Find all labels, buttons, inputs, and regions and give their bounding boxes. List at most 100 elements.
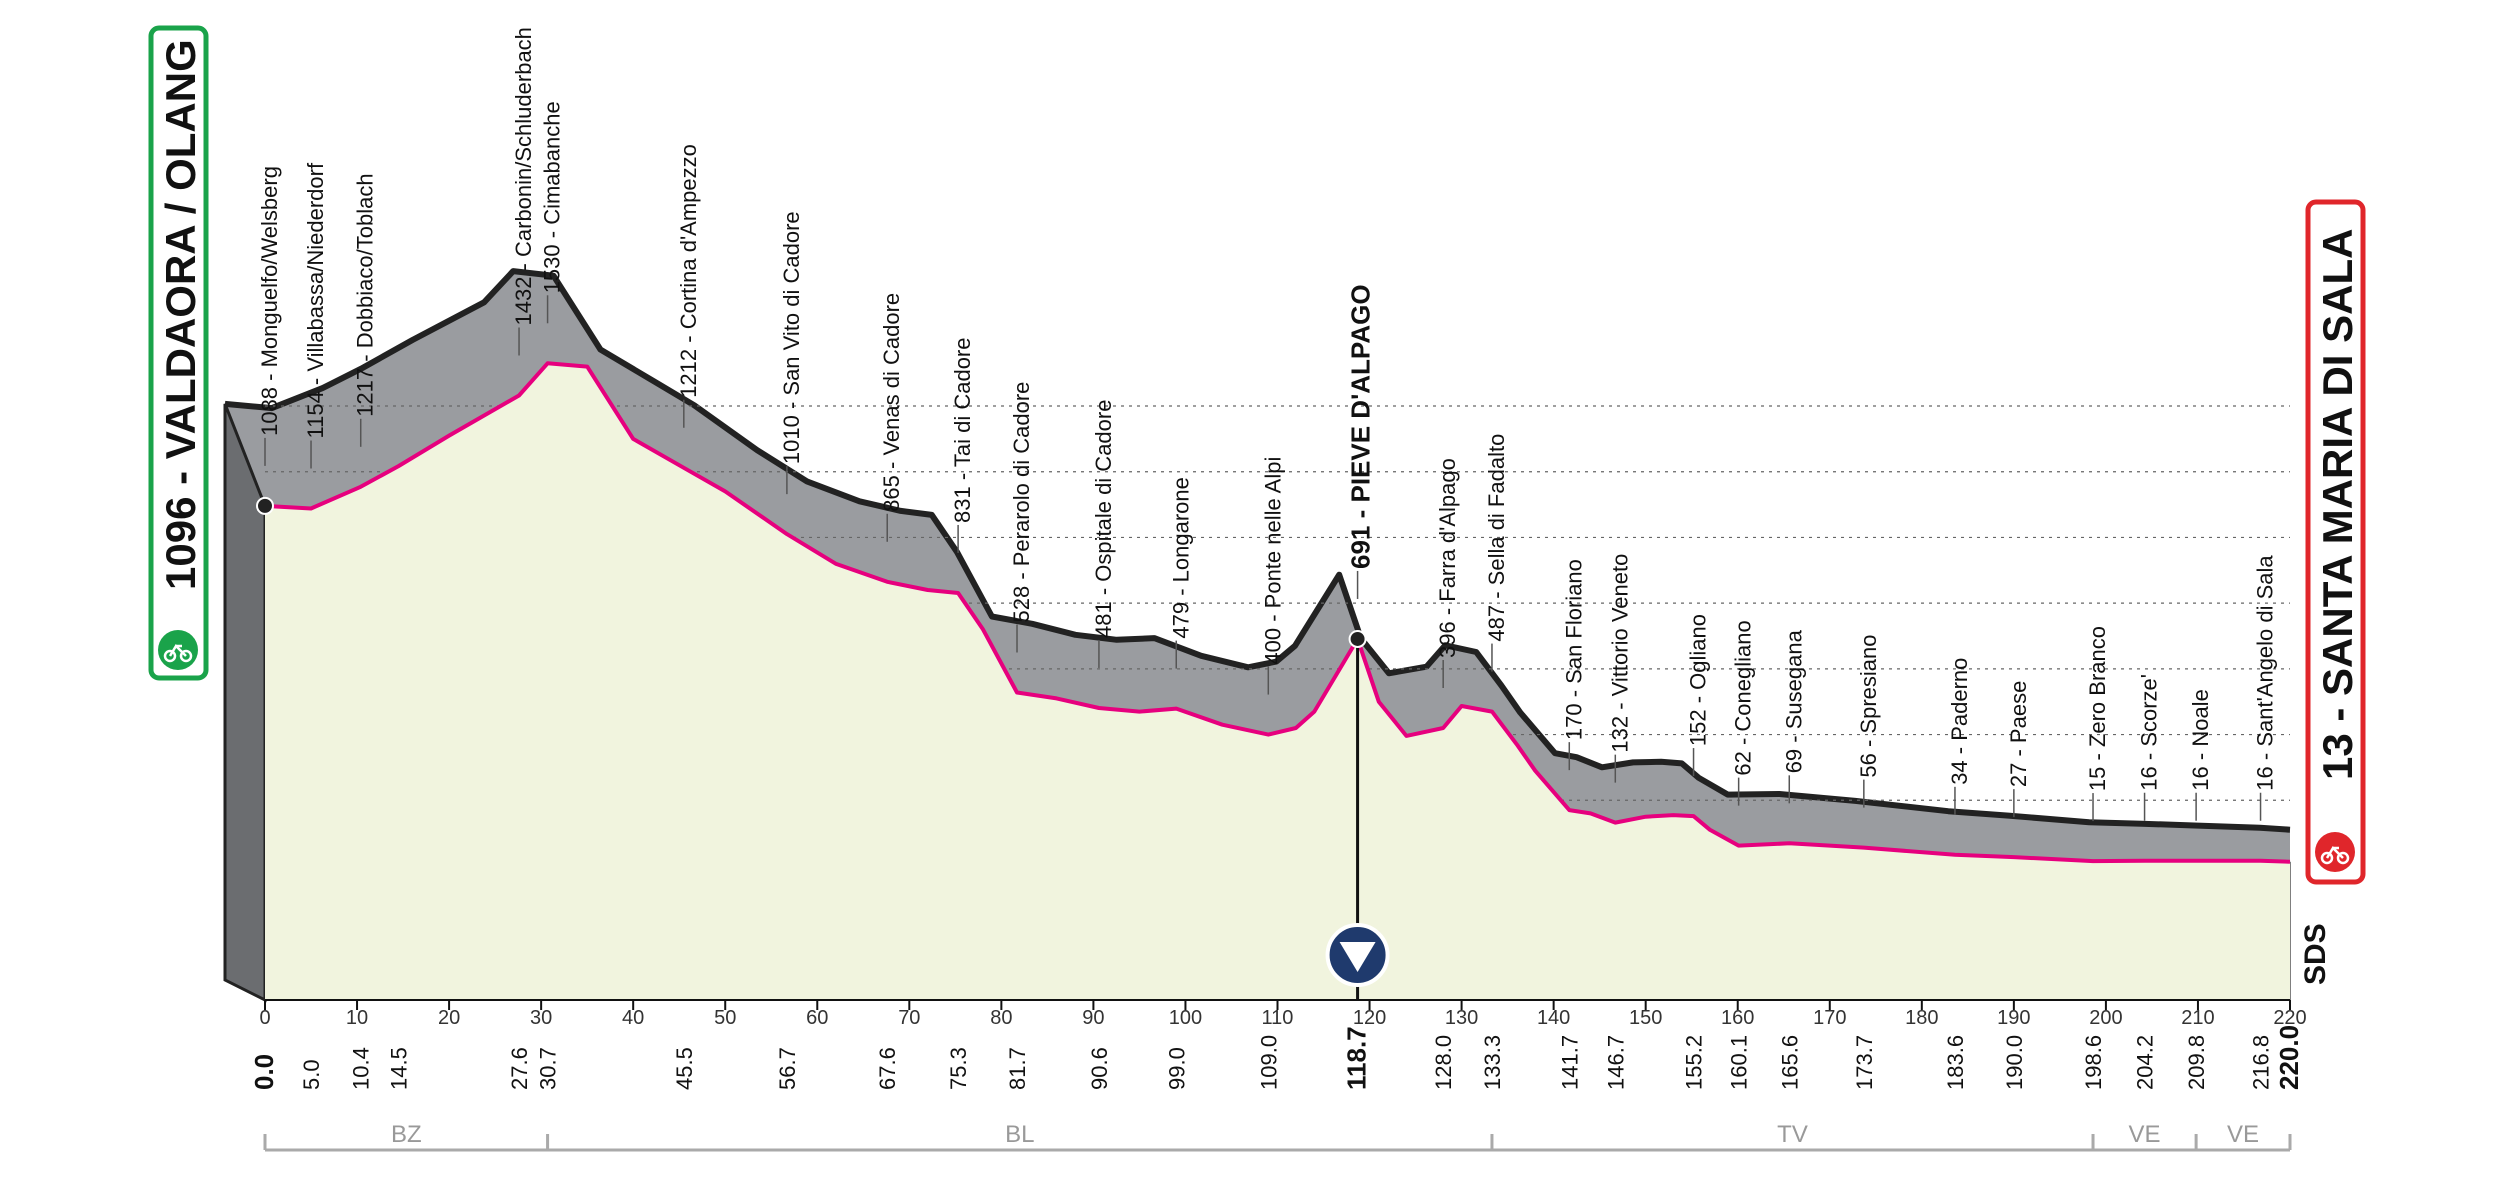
province-label: TV: [1777, 1121, 1808, 1148]
km-point-label: 165.6: [1777, 1035, 1802, 1090]
locality-label: 1154 - Villabassa/Niederdorf: [303, 162, 328, 438]
relief-side: [223, 403, 267, 1003]
relief-ridge: [224, 268, 2291, 833]
km-point-label: 30.7: [536, 1047, 561, 1090]
x-tick-label: 50: [714, 1007, 736, 1029]
brand-logo: SDS: [2299, 923, 2332, 985]
start-dot: [256, 496, 274, 515]
km-point-label: 27.6: [507, 1047, 532, 1090]
km-point-label: 67.6: [875, 1047, 900, 1090]
km-point-label: 183.6: [1943, 1035, 1968, 1090]
x-tick-label: 70: [898, 1007, 920, 1029]
province-bar: BZ BL TV VE VE: [263, 1121, 2292, 1152]
locality-label: 69 - Susegana: [1781, 629, 1806, 773]
km-point-label: 0.0: [249, 1054, 279, 1090]
km-point-label: 5.0: [299, 1059, 324, 1090]
x-tick-label: 90: [1082, 1007, 1104, 1029]
x-tick-label: 40: [622, 1007, 644, 1029]
km-point-label: 220.0: [2274, 1025, 2304, 1090]
x-tick-label: 30: [530, 1007, 552, 1029]
x-tick-label: 120: [1353, 1007, 1386, 1029]
x-tick-label: 20: [438, 1007, 460, 1029]
finish-label: 13 - SANTA MARIA DI SALA: [2314, 229, 2361, 780]
x-tick-label: 150: [1629, 1007, 1662, 1029]
locality-label: 56 - Spresiano: [1856, 635, 1881, 778]
locality-label: 16 - Noale: [2188, 689, 2213, 791]
km-point-label: 10.4: [349, 1047, 374, 1090]
km-point-label: 75.3: [946, 1047, 971, 1090]
locality-label: 27 - Paese: [2006, 681, 2031, 787]
x-tick-label: 200: [2089, 1007, 2122, 1029]
locality-label: 15 - Zero Branco: [2085, 626, 2110, 791]
km-point-label: 133.3: [1480, 1035, 1505, 1090]
locality-label: 865 - Venas di Cadore: [879, 293, 904, 512]
locality-label: 1530 - Cimabanche: [540, 101, 565, 293]
profile-layer: [256, 361, 2327, 1000]
km-point-label: 109.0: [1256, 1035, 1281, 1090]
km-point-label: 198.6: [2081, 1035, 2106, 1090]
km-point-label: 99.0: [1164, 1047, 1189, 1090]
locality-label: 16 - Scorze': [2137, 674, 2162, 791]
locality-label: 16 - Sant'Angelo di Sala: [2253, 555, 2278, 791]
relief-layer: [223, 268, 2291, 1003]
locality-label: 62 - Conegliano: [1731, 620, 1756, 775]
x-tick-label: 100: [1169, 1007, 1202, 1029]
x-tick-label: 60: [806, 1007, 828, 1029]
km-point-labels: 0.0 5.0 10.4 14.5 27.6 30.7 45.5 56.7 67.6 75.3 81…: [249, 1025, 2304, 1090]
km-point-label: 216.8: [2249, 1035, 2274, 1090]
start-box: 1096 - VALDAORA / OLANG: [148, 25, 209, 681]
locality-label: 1088 - Monguelfo/Welsberg: [257, 166, 282, 436]
finish-bike-icon: [2315, 832, 2355, 872]
locality-label: 831 - Tai di Cadore: [950, 338, 975, 524]
locality-label: 1432 - Carbonin/Schluderbach: [511, 27, 536, 325]
km-point-label: 155.2: [1682, 1035, 1707, 1090]
locality-label: 34 - Paderno: [1947, 658, 1972, 785]
locality-label: 400 - Ponte nelle Alpi: [1260, 457, 1285, 665]
x-tick-label: 180: [1905, 1007, 1938, 1029]
km-point-label: 160.1: [1727, 1035, 1752, 1090]
km-point-label: 173.7: [1852, 1035, 1877, 1090]
x-tick-label: 110: [1262, 1007, 1294, 1029]
finish-box: 13 - SANTA MARIA DI SALA: [2305, 199, 2366, 885]
profile-line: [264, 361, 2291, 864]
x-tick-label: 220: [2273, 1007, 2306, 1029]
km-point-label: 14.5: [387, 1047, 412, 1090]
x-tick-label: 140: [1537, 1007, 1570, 1029]
km-point-label: 146.7: [1603, 1035, 1628, 1090]
start-bike-icon: [158, 630, 198, 670]
gpm-dot: [1348, 629, 1367, 648]
locality-label: 528 - Perarolo di Cadore: [1009, 382, 1034, 623]
locality-label: 170 - San Floriano: [1561, 559, 1586, 740]
province-label: VE: [2129, 1121, 2161, 1148]
km-point-label: 128.0: [1431, 1035, 1456, 1090]
province-label: BZ: [391, 1121, 422, 1148]
km-point-label: 118.7: [1342, 1026, 1372, 1090]
km-point-label: 141.7: [1557, 1035, 1582, 1090]
x-tick-label: 130: [1445, 1007, 1478, 1029]
province-label: VE: [2227, 1121, 2259, 1148]
province-label: BL: [1005, 1121, 1034, 1148]
x-tick-label: 190: [1997, 1007, 2030, 1029]
km-point-label: 45.5: [672, 1047, 697, 1090]
km-point-label: 209.8: [2184, 1035, 2209, 1090]
locality-label: 481 - Ospitale di Cadore: [1091, 400, 1116, 638]
km-point-label: 190.0: [2002, 1035, 2027, 1090]
locality-label: 487 - Sella di Fadalto: [1484, 434, 1509, 642]
locality-label: 132 - Vittorio Veneto: [1607, 554, 1632, 753]
locality-label: 396 - Farra d'Alpago: [1435, 458, 1460, 658]
x-tick-label: 0: [259, 1007, 270, 1029]
x-tick-label: 210: [2181, 1007, 2214, 1029]
locality-label: 479 - Longarone: [1168, 477, 1193, 638]
x-tick-label: 160: [1721, 1007, 1754, 1029]
x-tick-label: 170: [1813, 1007, 1846, 1029]
locality-labels: 1088 - Monguelfo/Welsberg 1154 - Villabas…: [257, 27, 2278, 822]
locality-label: 1212 - Cortina d'Ampezzo: [676, 144, 701, 398]
km-point-label: 90.6: [1087, 1047, 1112, 1090]
profile-area: [265, 363, 2290, 1000]
locality-label: 152 - Ogliano: [1686, 614, 1711, 746]
x-tick-label: 80: [990, 1007, 1012, 1029]
km-point-label: 56.7: [775, 1047, 800, 1090]
locality-label: 691 - PIEVE D'ALPAGO: [1346, 284, 1376, 569]
km-point-label: 204.2: [2133, 1035, 2158, 1090]
